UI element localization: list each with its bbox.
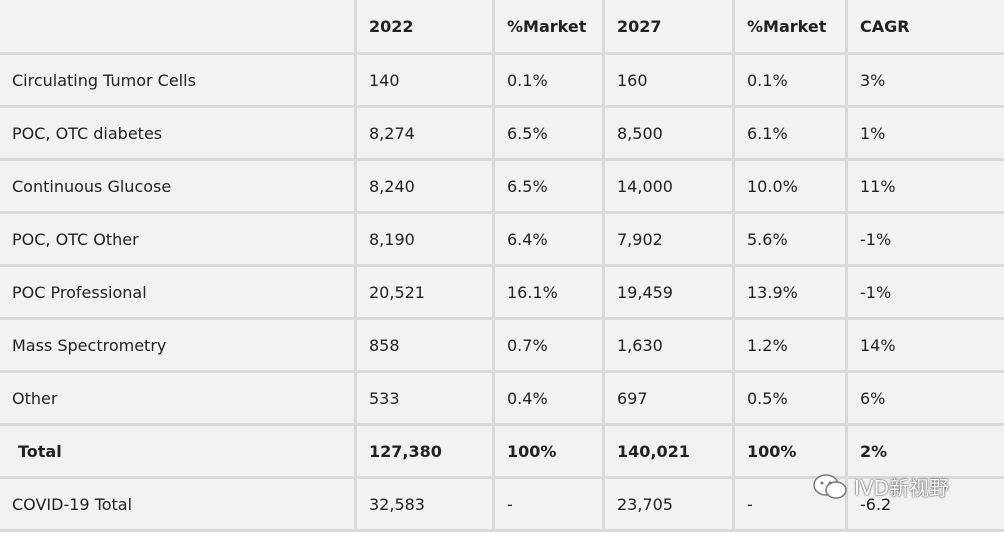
table-cell: -1%: [848, 214, 1004, 267]
table-row: POC, OTC diabetes 8,274 6.5% 8,500 6.1% 1%: [0, 108, 1004, 161]
table-cell: %Market: [735, 0, 848, 55]
table-cell: 14%: [848, 320, 1004, 373]
table-cell: 140,021: [605, 426, 735, 479]
table-cell: POC, OTC Other: [0, 214, 357, 267]
table-cell: 5.6%: [735, 214, 848, 267]
table-row: POC Professional 20,521 16.1% 19,459 13.9% -1…: [0, 267, 1004, 320]
table-cell: 2%: [848, 426, 1004, 479]
table-cell: Mass Spectrometry: [0, 320, 357, 373]
table-cell: %Market: [495, 0, 605, 55]
table-cell: 533: [357, 373, 495, 426]
table-cell: 6.1%: [735, 108, 848, 161]
table-row: Other 533 0.4% 697 0.5% 6%: [0, 373, 1004, 426]
table-cell: 23,705: [605, 479, 735, 532]
table-cell: 6%: [848, 373, 1004, 426]
table-cell: 8,240: [357, 161, 495, 214]
table-cell: -1%: [848, 267, 1004, 320]
table-cell: 8,500: [605, 108, 735, 161]
table-cell: 2027: [605, 0, 735, 55]
table-cell: [0, 0, 357, 55]
table-cell: POC Professional: [0, 267, 357, 320]
table-row: Total 127,380 100% 140,021 100% 2%: [0, 426, 1004, 479]
table-cell: 1%: [848, 108, 1004, 161]
table-row: COVID-19 Total 32,583-23,705- -6.2: [0, 479, 1004, 532]
table-cell: 19,459: [605, 267, 735, 320]
table-cell: -6.2: [848, 479, 1004, 532]
table-cell: 8,274: [357, 108, 495, 161]
table-cell: Circulating Tumor Cells: [0, 55, 357, 108]
table-cell: 11%: [848, 161, 1004, 214]
table-cell: 16.1%: [495, 267, 605, 320]
table-cell: 13.9%: [735, 267, 848, 320]
table-cell: 697: [605, 373, 735, 426]
table-cell: 0.1%: [495, 55, 605, 108]
table-cell: Continuous Glucose: [0, 161, 357, 214]
watermark: IVD新视野: [812, 472, 949, 501]
table-cell: 0.4%: [495, 373, 605, 426]
table-cell: 0.5%: [735, 373, 848, 426]
table-cell: Total: [0, 426, 357, 479]
wechat-icon: [813, 473, 847, 499]
table-cell: 3%: [848, 55, 1004, 108]
table-cell: Other: [0, 373, 357, 426]
table-cell: 32,583: [357, 479, 495, 532]
watermark-text: IVD新视野: [854, 476, 949, 500]
table-cell: 1.2%: [735, 320, 848, 373]
table-cell: 0.7%: [495, 320, 605, 373]
table-cell: 14,000: [605, 161, 735, 214]
table-cell: 6.5%: [495, 108, 605, 161]
table-cell: 127,380: [357, 426, 495, 479]
table-cell: 2022: [357, 0, 495, 55]
table-row: POC, OTC Other 8,190 6.4% 7,902 5.6% -1%: [0, 214, 1004, 267]
table-cell: -: [495, 479, 605, 532]
table-cell: 10.0%: [735, 161, 848, 214]
table-cell: COVID-19 Total: [0, 479, 357, 532]
table-cell: 160: [605, 55, 735, 108]
table-cell: 100%: [735, 426, 848, 479]
table-cell: 7,902: [605, 214, 735, 267]
table-row: Continuous Glucose 8,240 6.5% 14,000 10.0% 11…: [0, 161, 1004, 214]
table-cell: 6.4%: [495, 214, 605, 267]
table-cell: 0.1%: [735, 55, 848, 108]
table-row: Mass Spectrometry 858 0.7% 1,630 1.2% 14%: [0, 320, 1004, 373]
table-row: 2022 %Market 2027 %Market CAGR: [0, 0, 1004, 55]
table-cell: 858: [357, 320, 495, 373]
table-row: Circulating Tumor Cells 140 0.1% 160 0.1% 3%: [0, 55, 1004, 108]
table-cell: 8,190: [357, 214, 495, 267]
table-cell: POC, OTC diabetes: [0, 108, 357, 161]
table-cell: 6.5%: [495, 161, 605, 214]
table-cell: 100%: [495, 426, 605, 479]
table-cell: 1,630: [605, 320, 735, 373]
table-cell: 20,521: [357, 267, 495, 320]
table-cell: CAGR: [848, 0, 1004, 55]
table-cell: 140: [357, 55, 495, 108]
